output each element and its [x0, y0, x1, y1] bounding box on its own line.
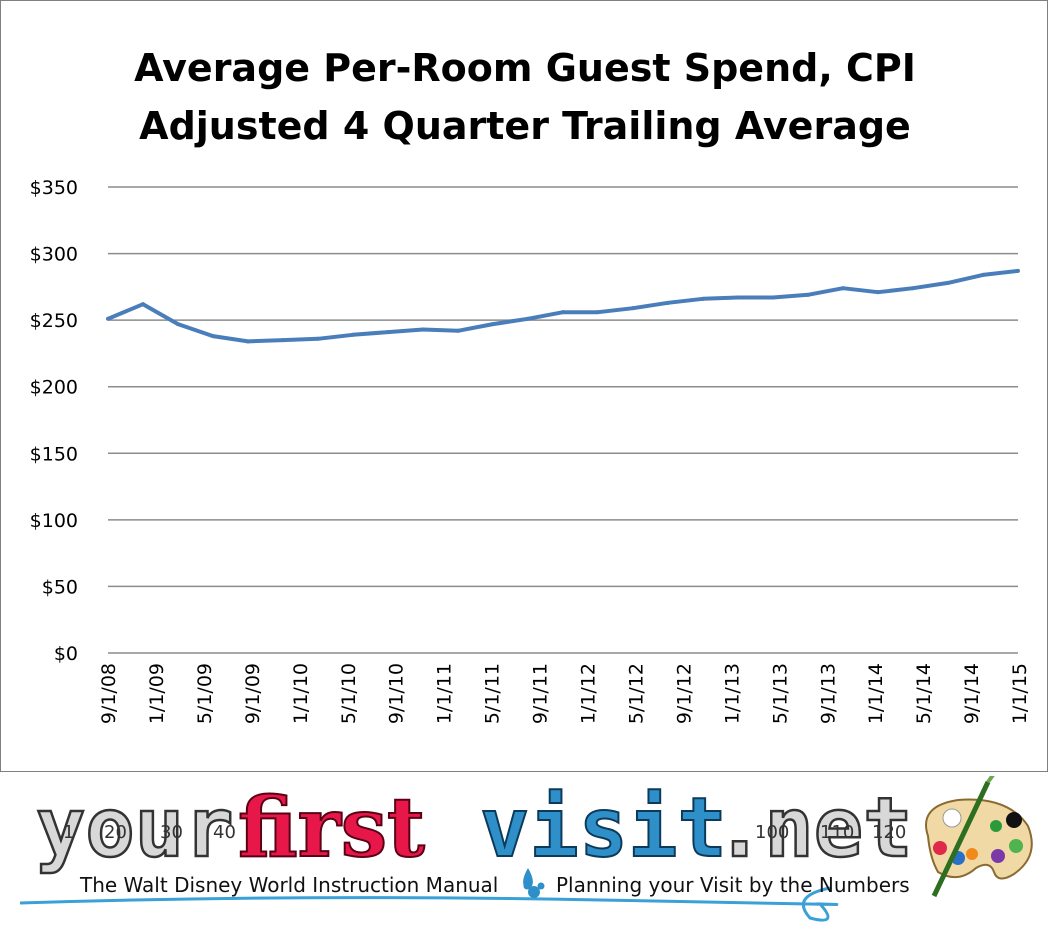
- y-axis-ticks: $0 $50 $100 $150 $200 $250 $300 $350: [30, 177, 78, 665]
- x-tick-label: 1/1/10: [290, 663, 312, 724]
- x-tick-label: 9/1/13: [817, 663, 839, 724]
- gridlines: [108, 186, 1018, 654]
- x-tick-label: 1/1/09: [146, 663, 168, 724]
- data-point: [421, 327, 425, 332]
- tagline-left: The Walt Disney World Instruction Manual: [79, 873, 498, 897]
- data-point: [316, 336, 320, 341]
- data-point: [491, 322, 495, 327]
- data-point: [771, 295, 775, 300]
- x-tick-label: 9/1/10: [386, 663, 408, 724]
- data-point: [1016, 268, 1020, 273]
- series-layer: [106, 268, 1020, 344]
- data-point: [666, 300, 670, 305]
- data-point: [806, 292, 810, 297]
- clock-number: 20: [104, 822, 127, 843]
- y-tick-label: $200: [30, 377, 78, 399]
- logo-first: first: [238, 780, 425, 876]
- clock-number: 40: [213, 822, 236, 843]
- logo-visit: visit: [480, 781, 727, 876]
- x-tick-label: 9/1/11: [530, 663, 552, 724]
- site-banner: your first visit .net 1 20 30 40 100 110…: [0, 776, 1050, 937]
- y-tick-label: $100: [30, 510, 78, 532]
- clock-number: 1: [63, 822, 74, 843]
- chart-title: Average Per-Room Guest Spend, CPI Adjust…: [1, 39, 1049, 155]
- x-tick-label: 5/1/13: [769, 663, 791, 724]
- tagline-right: Planning your Visit by the Numbers: [556, 873, 910, 897]
- data-point: [561, 310, 565, 315]
- x-tick-label: 5/1/10: [338, 663, 360, 724]
- data-point: [211, 334, 215, 339]
- x-tick-label: 9/1/09: [242, 663, 264, 724]
- swoosh-decoration: [19, 886, 839, 922]
- clock-number: 110: [820, 822, 854, 843]
- data-point: [106, 316, 110, 321]
- data-point: [176, 322, 180, 327]
- x-tick-label: 5/1/09: [194, 663, 216, 724]
- x-tick-label: 9/1/08: [98, 663, 120, 724]
- data-point: [631, 306, 635, 311]
- palette-icon: [925, 776, 1033, 898]
- x-tick-label: 1/1/11: [434, 663, 456, 724]
- series-line: [107, 268, 1019, 344]
- x-tick-label: 9/1/12: [673, 663, 695, 724]
- data-point: [701, 296, 705, 301]
- y-tick-label: $0: [54, 643, 78, 665]
- clock-number: 120: [872, 822, 906, 843]
- data-point: [386, 330, 390, 335]
- data-point: [946, 280, 950, 285]
- data-point: [911, 286, 915, 291]
- logo-dot-net: .net: [715, 781, 912, 876]
- chart-frame: Average Per-Room Guest Spend, CPI Adjust…: [0, 0, 1048, 772]
- data-point: [141, 302, 145, 307]
- logo-your: your: [36, 781, 233, 876]
- y-tick-label: $150: [30, 443, 78, 465]
- line-chart: $0 $50 $100 $150 $200 $250 $300 $350 9/1/08 1/1/…: [30, 177, 1031, 724]
- x-tick-label: 1/1/12: [578, 663, 600, 724]
- data-point: [596, 310, 600, 315]
- x-tick-label: 9/1/14: [961, 663, 983, 724]
- y-tick-label: $300: [30, 244, 78, 266]
- data-point: [981, 272, 985, 277]
- data-point: [526, 316, 530, 321]
- x-tick-label: 5/1/14: [913, 663, 935, 724]
- mickey-drop-icon: [523, 868, 545, 898]
- clock-number: 100: [755, 822, 789, 843]
- y-tick-label: $50: [42, 576, 78, 598]
- x-axis-ticks: 9/1/08 1/1/09 5/1/09 9/1/09 1/1/10 5/1/10 9/1/…: [98, 663, 1031, 724]
- x-tick-label: 1/1/15: [1009, 663, 1031, 724]
- clock-number: 30: [160, 822, 183, 843]
- chart-title-line-1: Average Per-Room Guest Spend, CPI: [134, 46, 916, 90]
- x-tick-label: 1/1/14: [865, 663, 887, 724]
- data-point: [246, 339, 250, 344]
- y-tick-label: $350: [30, 177, 78, 199]
- chart-title-line-2: Adjusted 4 Quarter Trailing Average: [139, 104, 911, 148]
- site-logo: your first visit .net 1 20 30 40 100 110…: [19, 776, 1033, 922]
- data-point: [736, 295, 740, 300]
- x-tick-label: 1/1/13: [721, 663, 743, 724]
- x-tick-label: 5/1/11: [482, 663, 504, 724]
- x-tick-label: 5/1/12: [625, 663, 647, 724]
- data-point: [281, 338, 285, 343]
- data-point: [841, 286, 845, 291]
- data-point: [456, 328, 460, 333]
- data-point: [351, 332, 355, 337]
- y-tick-label: $250: [30, 310, 78, 332]
- data-point: [876, 290, 880, 295]
